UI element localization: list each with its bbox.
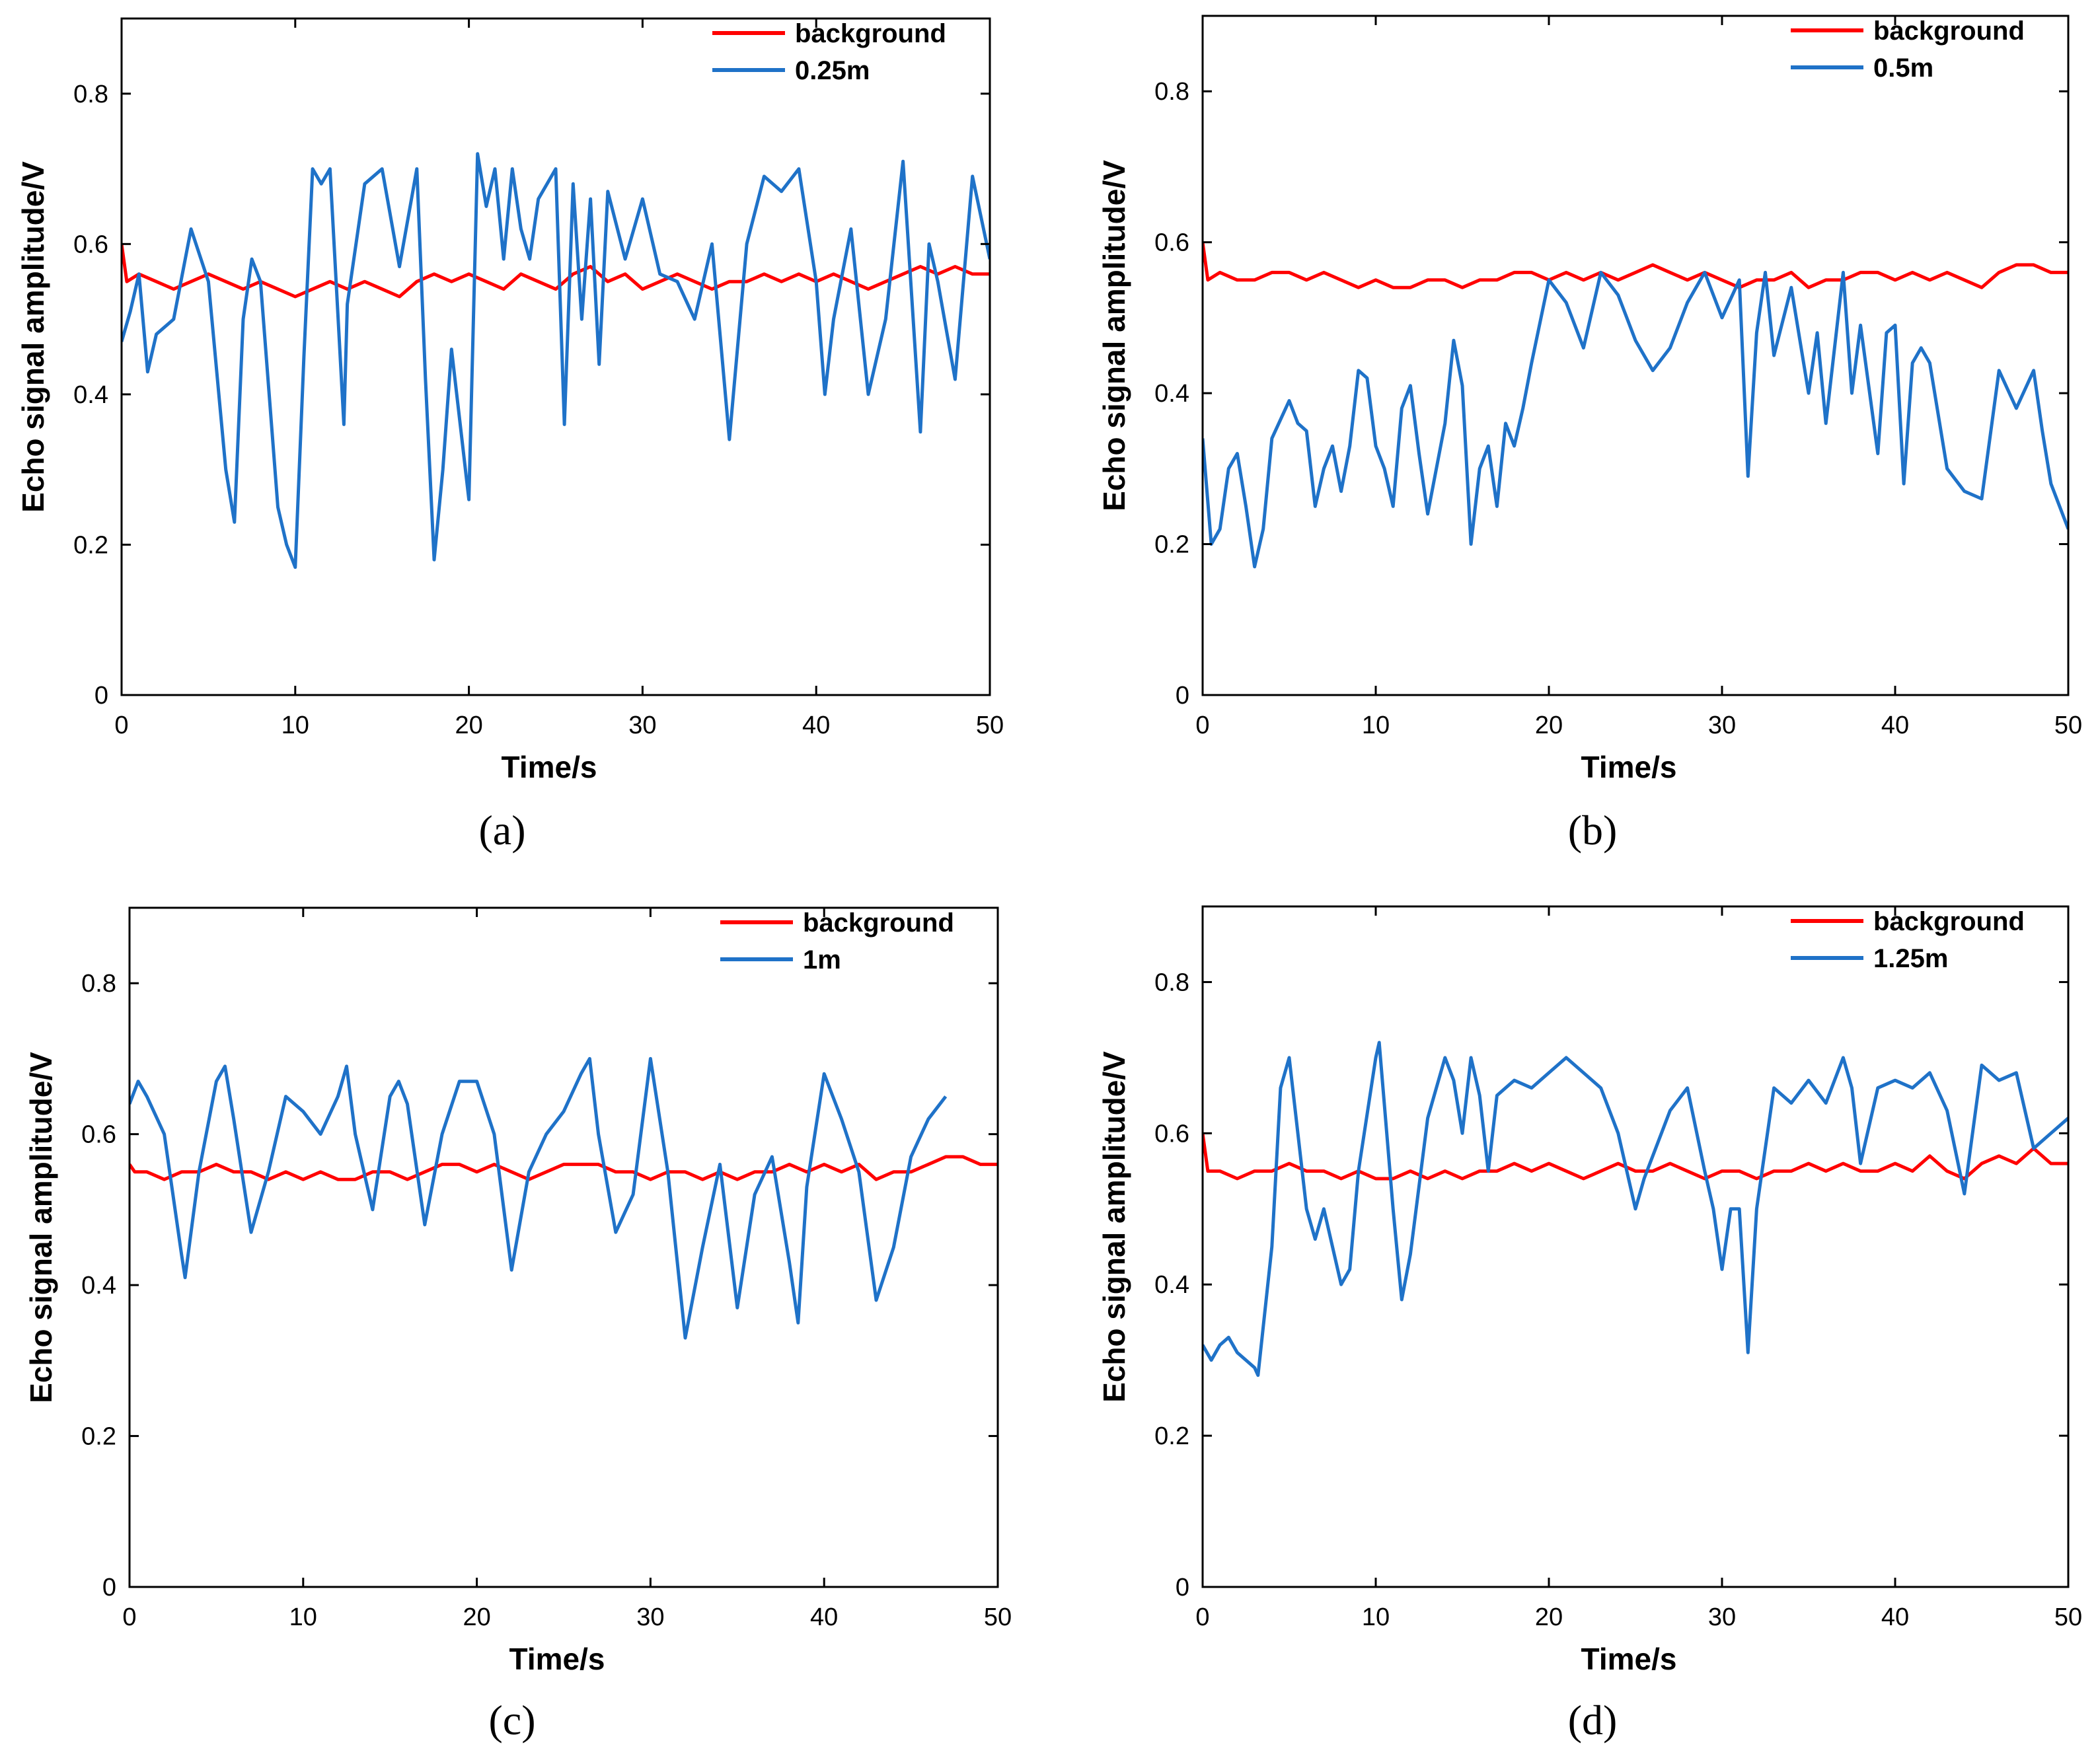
axes-frame	[1201, 15, 2070, 696]
y-tick-label: 0	[102, 1574, 116, 1601]
chart-panel-b: 0 10 20 30 40 50 0 0.2 0.4 0.6 0.8 Time/s Echo signa…	[1097, 15, 2082, 784]
x-tick-label: 30	[628, 712, 656, 739]
series-group	[130, 1056, 998, 1340]
x-tick-label: 10	[1362, 712, 1390, 739]
y-tick-label: 0.6	[1154, 1120, 1189, 1148]
y-tick-label: 0.2	[81, 1423, 116, 1451]
legend-label-1.25m: 1.25m	[1873, 944, 1948, 973]
x-tick-label: 20	[1535, 712, 1563, 739]
series-group	[122, 152, 990, 570]
legend-label-background: background	[1873, 17, 2025, 46]
legend-label-background: background	[803, 908, 954, 937]
panel-caption: (b)	[1568, 807, 1618, 854]
series-line-background	[1203, 242, 2068, 289]
legend-label-background: background	[795, 19, 946, 48]
x-tick-label: 10	[289, 1603, 317, 1631]
y-tick-label: 0.4	[73, 381, 108, 409]
y-tick-label: 0	[1176, 1574, 1189, 1601]
panel-caption: (d)	[1568, 1697, 1618, 1744]
chart-panel-a: 0 10 20 30 40 50 0 0.2 0.4 0.6 0.8 Time/s Echo signa…	[16, 17, 1004, 784]
y-tick-label: 0.6	[73, 231, 108, 258]
y-axis-label: Echo signal amplitude/V	[24, 1052, 58, 1403]
x-tick-label: 10	[281, 712, 309, 739]
y-tick-label: 0.8	[1154, 78, 1189, 106]
series-line-1.25m	[1203, 1041, 2068, 1378]
y-tick-label: 0.2	[1154, 531, 1189, 559]
x-tick-label: 20	[1535, 1603, 1563, 1631]
x-tick-label: 30	[636, 1603, 664, 1631]
x-tick-label: 40	[1881, 712, 1909, 739]
x-tick-label: 50	[2054, 712, 2082, 739]
x-axis-label: Time/s	[502, 750, 597, 784]
y-tick-label: 0.8	[73, 81, 108, 108]
y-tick-label: 0.8	[1154, 969, 1189, 996]
legend-label-background: background	[1873, 907, 2025, 936]
legend-label-0.5m: 0.5m	[1873, 54, 1933, 83]
x-tick-label: 50	[976, 712, 1004, 739]
y-axis-label: Echo signal amplitude/V	[1097, 160, 1131, 511]
x-tick-label: 0	[1195, 712, 1209, 739]
legend-label-1m: 1m	[803, 945, 841, 974]
y-tick-label: 0	[94, 682, 108, 710]
chart-panel-d: 0 10 20 30 40 50 0 0.2 0.4 0.6 0.8 Time/s Echo signa…	[1097, 905, 2082, 1676]
x-axis-label: Time/s	[1581, 750, 1677, 784]
y-tick-label: 0.2	[1154, 1422, 1189, 1450]
series-line-0.5m	[1203, 270, 2068, 569]
y-tick-label: 0.4	[1154, 1271, 1189, 1299]
series-group	[1203, 242, 2068, 569]
x-tick-label: 0	[114, 712, 128, 739]
x-axis-label: Time/s	[1581, 1642, 1677, 1676]
axes-frame	[1201, 905, 2070, 1588]
y-tick-label: 0.8	[81, 970, 116, 998]
chart-panel-c: 0 10 20 30 40 50 0 0.2 0.4 0.6 0.8 Time/s Echo signa…	[24, 906, 1012, 1676]
y-tick-label: 0.6	[1154, 229, 1189, 257]
x-tick-label: 0	[122, 1603, 136, 1631]
y-tick-label: 0	[1176, 682, 1189, 710]
y-tick-label: 0.2	[73, 531, 108, 559]
x-tick-label: 40	[802, 712, 830, 739]
x-tick-label: 10	[1362, 1603, 1390, 1631]
x-tick-label: 30	[1708, 1603, 1736, 1631]
y-tick-label: 0.4	[81, 1272, 116, 1300]
x-tick-label: 50	[984, 1603, 1012, 1631]
legend-label-0.25m: 0.25m	[795, 56, 870, 85]
x-tick-label: 50	[2054, 1603, 2082, 1631]
panel-caption: (c)	[488, 1697, 535, 1744]
y-axis-label: Echo signal amplitude/V	[16, 161, 50, 513]
panel-caption: (a)	[478, 807, 525, 854]
series-line-1m	[130, 1056, 948, 1340]
x-tick-label: 30	[1708, 712, 1736, 739]
series-group	[1203, 1041, 2068, 1378]
series-line-background	[1203, 1132, 2068, 1181]
x-tick-label: 20	[463, 1603, 490, 1631]
x-tick-label: 0	[1195, 1603, 1209, 1631]
series-line-0.25m	[122, 152, 990, 570]
y-axis-label: Echo signal amplitude/V	[1097, 1051, 1131, 1403]
y-tick-label: 0.6	[81, 1121, 116, 1149]
x-tick-label: 20	[455, 712, 482, 739]
x-axis-label: Time/s	[509, 1642, 605, 1676]
axes-frame	[120, 17, 991, 696]
axes-frame	[128, 906, 999, 1588]
series-line-background	[130, 1155, 998, 1181]
y-tick-label: 0.4	[1154, 380, 1189, 408]
x-tick-label: 40	[1881, 1603, 1909, 1631]
x-tick-label: 40	[810, 1603, 838, 1631]
